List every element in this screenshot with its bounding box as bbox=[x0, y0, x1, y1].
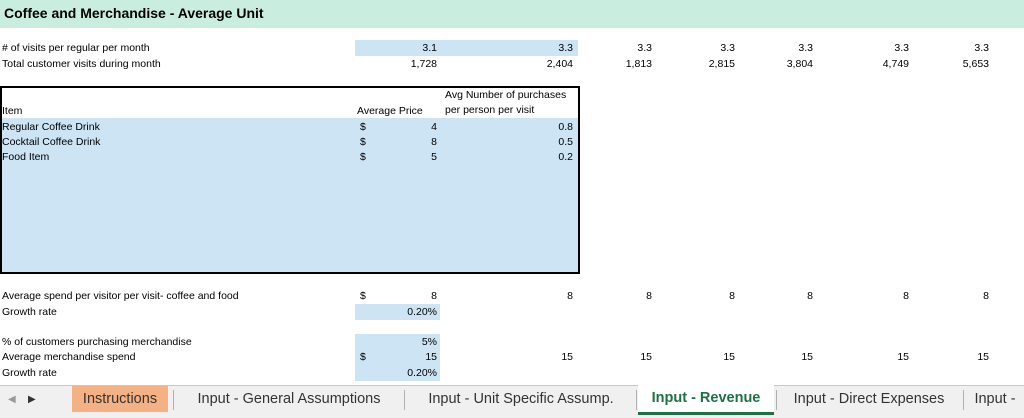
input-area bbox=[0, 118, 578, 272]
column-header: Avg Number of purchases per person per v… bbox=[445, 89, 567, 116]
cell-value: 0.8 bbox=[558, 121, 573, 133]
cell-value: 3.3 bbox=[720, 42, 735, 54]
currency-sign: $ bbox=[360, 151, 366, 163]
input-cell bbox=[355, 304, 440, 320]
input-cell bbox=[440, 40, 578, 56]
cell-value: 8 bbox=[983, 290, 989, 302]
cell-value: 5% bbox=[421, 336, 437, 348]
tab-separator bbox=[776, 390, 777, 410]
cell-value: 8 bbox=[431, 290, 437, 302]
tab-separator bbox=[173, 390, 174, 410]
cell-value: 5 bbox=[431, 151, 437, 163]
row-label: Food Item bbox=[2, 151, 50, 163]
cell-value: 8 bbox=[807, 290, 813, 302]
cell-value: 3.3 bbox=[798, 42, 813, 54]
row-label: # of visits per regular per month bbox=[2, 42, 150, 54]
row-label: Growth rate bbox=[2, 306, 57, 318]
cell-value: 8 bbox=[903, 290, 909, 302]
cell-value: 0.2 bbox=[558, 151, 573, 163]
scroll-right-arrow[interactable]: ▶ bbox=[28, 394, 36, 405]
sheet-tab[interactable]: Input - Direct Expenses bbox=[793, 391, 945, 407]
cell-value: 15 bbox=[801, 351, 813, 363]
column-header: Item bbox=[2, 105, 23, 117]
cell-value: 3.3 bbox=[558, 42, 573, 54]
sheet-tab[interactable]: Input - Unit Specific Assump. bbox=[428, 391, 614, 407]
cell-value: 4,749 bbox=[882, 58, 909, 70]
sheet-title: Coffee and Merchandise - Average Unit bbox=[4, 5, 264, 21]
cell-value: 0.5 bbox=[558, 136, 573, 148]
row-label: Average spend per visitor per visit- cof… bbox=[2, 290, 239, 302]
cell-value: 4 bbox=[431, 121, 437, 133]
sheet-tab[interactable]: Input - Revenue bbox=[638, 385, 774, 415]
cell-value: 8 bbox=[431, 136, 437, 148]
cell-value: 3.3 bbox=[894, 42, 909, 54]
cell-value: 15 bbox=[561, 351, 573, 363]
cell-value: 15 bbox=[640, 351, 652, 363]
cell-value: 1,728 bbox=[410, 58, 437, 70]
row-label: Average merchandise spend bbox=[2, 351, 136, 363]
row-label: Regular Coffee Drink bbox=[2, 121, 100, 133]
row-label: Growth rate bbox=[2, 367, 57, 379]
cell-value: 15 bbox=[425, 351, 437, 363]
cell-value: 1,813 bbox=[625, 58, 652, 70]
cell-value: 15 bbox=[723, 351, 735, 363]
sheet-tab[interactable]: Input - bbox=[974, 391, 1016, 407]
sheet-tab[interactable]: Instructions bbox=[72, 386, 168, 412]
cell-value: 3.3 bbox=[974, 42, 989, 54]
cell-value: 3.1 bbox=[422, 42, 437, 54]
currency-sign: $ bbox=[360, 351, 366, 363]
cell-value: 2,404 bbox=[546, 58, 573, 70]
sheet-tab-bar: ◀ ▶ bbox=[0, 385, 1024, 418]
row-label: Total customer visits during month bbox=[2, 58, 161, 70]
row-label: Cocktail Coffee Drink bbox=[2, 136, 101, 148]
cell-value: 3.3 bbox=[637, 42, 652, 54]
tab-separator bbox=[963, 390, 964, 410]
currency-sign: $ bbox=[360, 121, 366, 133]
input-cell bbox=[355, 349, 440, 365]
currency-sign: $ bbox=[360, 136, 366, 148]
sheet-tab[interactable]: Input - General Assumptions bbox=[197, 391, 381, 407]
tab-separator bbox=[404, 390, 405, 410]
row-label: % of customers purchasing merchandise bbox=[2, 336, 192, 348]
cell-value: 5,653 bbox=[962, 58, 989, 70]
cell-value: 0.20% bbox=[407, 306, 437, 318]
input-cell bbox=[355, 365, 440, 381]
cell-value: 8 bbox=[646, 290, 652, 302]
cell-value: 15 bbox=[977, 351, 989, 363]
tab-separator bbox=[636, 390, 637, 410]
input-cell bbox=[355, 334, 440, 350]
cell-value: 2,815 bbox=[708, 58, 735, 70]
column-header: Average Price bbox=[357, 105, 423, 117]
scroll-left-arrow[interactable]: ◀ bbox=[8, 394, 16, 405]
cell-value: 3,804 bbox=[786, 58, 813, 70]
currency-sign: $ bbox=[360, 290, 366, 302]
cell-value: 8 bbox=[567, 290, 573, 302]
cell-value: 8 bbox=[729, 290, 735, 302]
cell-value: 15 bbox=[897, 351, 909, 363]
table-border bbox=[0, 86, 580, 274]
input-cell bbox=[355, 40, 440, 56]
title-bar bbox=[0, 0, 1024, 28]
cell-value: 0.20% bbox=[407, 367, 437, 379]
